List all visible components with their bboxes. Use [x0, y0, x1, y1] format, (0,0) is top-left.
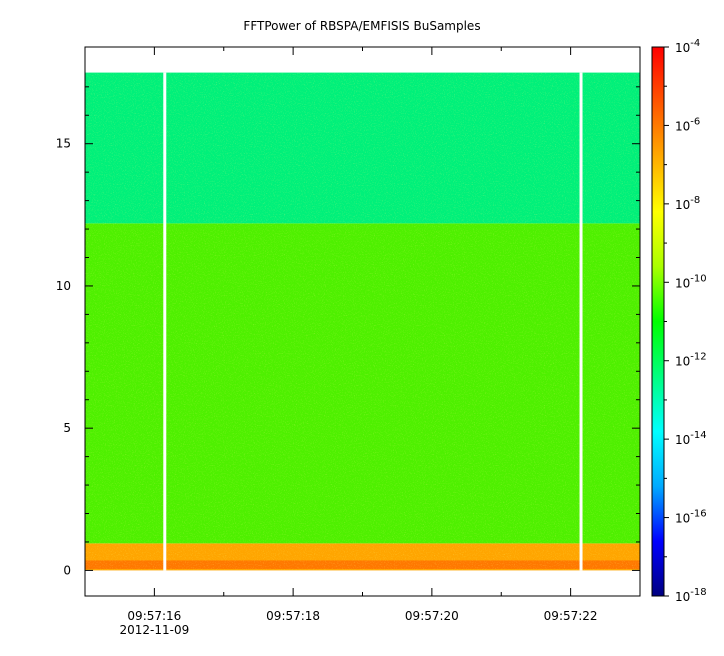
x-tick-label: 09:57:20 [405, 609, 459, 623]
colorbar-axis: 10-4 10-6 10-8 10-10 10-12 10-14 10-16 10-18 [664, 38, 707, 604]
data-gaps [163, 72, 583, 571]
chart-title: FFTPower of RBSPA/EMFISIS BuSamples [243, 19, 480, 33]
colorbar [651, 46, 665, 597]
gap-1 [579, 72, 583, 571]
x-tick-label: 09:57:16 [127, 609, 181, 623]
colorbar-tick-label: 10-12 [675, 352, 707, 369]
gap-0 [163, 72, 167, 571]
x-tick-label: 09:57:18 [266, 609, 320, 623]
y-tick-label: 0 [63, 563, 71, 577]
colorbar-tick-label: 10-18 [675, 587, 707, 604]
x-tick-label: 09:57:22 [544, 609, 598, 623]
spectrogram-texture [85, 73, 640, 570]
colorbar-tick-label: 10-14 [675, 430, 707, 447]
colorbar-tick-label: 10-8 [675, 195, 700, 212]
x-date-label: 2012-11-09 [120, 623, 190, 637]
y-axis: 0 5 10 15 [56, 86, 640, 577]
colorbar-tick-label: 10-10 [675, 273, 707, 290]
colorbar-tick-label: 10-4 [675, 38, 700, 55]
y-tick-label: 15 [56, 137, 71, 151]
y-tick-label: 10 [56, 279, 71, 293]
colorbar-tick-label: 10-6 [675, 116, 700, 133]
colorbar-tick-label: 10-16 [675, 509, 707, 526]
y-tick-label: 5 [63, 421, 71, 435]
